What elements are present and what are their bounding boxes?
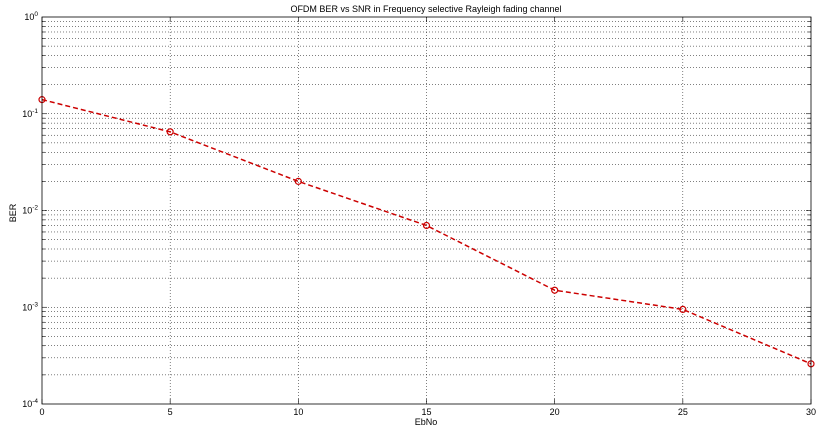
y-tick-exponent: -4	[32, 398, 38, 405]
y-tick-base: 10	[22, 109, 32, 119]
x-tick-label: 15	[421, 407, 431, 417]
x-tick-label: 10	[293, 407, 303, 417]
chart-title: OFDM BER vs SNR in Frequency selective R…	[290, 4, 561, 14]
x-tick-label: 20	[550, 407, 560, 417]
x-tick-label: 30	[806, 407, 816, 417]
y-tick-exponent: -3	[32, 301, 38, 308]
y-tick-label: 10-4	[22, 398, 38, 409]
data-point-marker	[294, 177, 302, 185]
x-axis-label: EbNo	[415, 417, 438, 427]
x-tick-label: 25	[678, 407, 688, 417]
data-point-marker	[166, 128, 174, 136]
x-tick-label: 0	[39, 407, 44, 417]
y-tick-base: 10	[22, 399, 32, 409]
series-line	[41, 98, 812, 365]
y-tick-exponent: -2	[32, 205, 38, 212]
y-tick-label: 100	[24, 11, 38, 22]
data-point-marker	[679, 305, 687, 314]
data-point-marker	[422, 221, 431, 230]
y-tick-exponent: 0	[34, 11, 38, 18]
y-tick-exponent: -1	[32, 108, 38, 115]
y-tick-label: 10-3	[22, 301, 38, 312]
x-tick-label: 5	[168, 407, 173, 417]
y-axis-label: BER	[8, 203, 18, 222]
y-tick-base: 10	[24, 12, 34, 22]
y-tick-base: 10	[22, 302, 32, 312]
y-tick-base: 10	[22, 206, 32, 216]
data-point-marker	[551, 286, 559, 294]
y-tick-label: 10-2	[22, 205, 38, 216]
grid	[42, 17, 811, 404]
series-layer	[38, 96, 815, 368]
y-tick-label: 10-1	[22, 108, 38, 119]
